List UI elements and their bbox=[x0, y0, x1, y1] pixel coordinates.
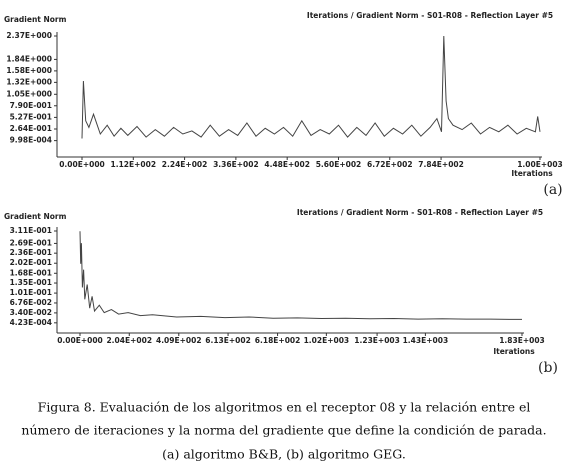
x-tick-label: 0.00E+000 bbox=[57, 336, 103, 345]
x-tick-label: 1.43E+003 bbox=[403, 336, 449, 345]
x-tick-label: 3.36E+002 bbox=[213, 160, 259, 169]
y-tick-label: 4.23E-004 bbox=[10, 318, 52, 327]
y-tick-label: 2.02E-001 bbox=[10, 258, 52, 267]
y-tick-label: 1.05E+000 bbox=[6, 89, 52, 98]
x-tick-label: 6.13E+002 bbox=[205, 336, 251, 345]
caption-line: número de iteraciones y la norma del gra… bbox=[21, 423, 546, 438]
x-tick-label: 0.00E+000 bbox=[59, 160, 105, 169]
x-tick-label: 6.72E+002 bbox=[367, 160, 413, 169]
x-tick-label: 2.24E+002 bbox=[162, 160, 208, 169]
x-tick-label: 1.83E+003 bbox=[499, 336, 545, 345]
y-tick-label: 3.11E-001 bbox=[10, 226, 52, 235]
y-tick-label: 2.37E+000 bbox=[6, 31, 52, 40]
caption-line: (a) algoritmo B&B, (b) algoritmo GEG. bbox=[162, 447, 406, 462]
x-tick-label: 2.04E+002 bbox=[106, 336, 152, 345]
y-tick-label: 1.01E-001 bbox=[10, 288, 52, 297]
data-line bbox=[79, 231, 522, 320]
x-axis-label: Iterations bbox=[493, 347, 535, 356]
x-tick-label: 1.12E+002 bbox=[111, 160, 157, 169]
y-tick-label: 1.35E-001 bbox=[10, 278, 52, 287]
x-tick-label: 6.18E+002 bbox=[255, 336, 301, 345]
chart-title: Iterations / Gradient Norm - S01-R08 - R… bbox=[307, 11, 553, 20]
y-axis-label: Gradient Norm bbox=[4, 212, 67, 221]
y-tick-label: 1.84E+000 bbox=[6, 54, 52, 63]
caption-line: Figura 8. Evaluación de los algoritmos e… bbox=[38, 400, 531, 415]
x-tick-label: 4.09E+002 bbox=[156, 336, 202, 345]
y-tick-label: 9.98E-004 bbox=[10, 136, 52, 145]
x-tick-label: 7.84E+002 bbox=[418, 160, 464, 169]
y-tick-label: 7.90E-001 bbox=[10, 101, 52, 110]
y-tick-label: 5.27E-001 bbox=[10, 112, 52, 121]
y-tick-label: 1.68E-001 bbox=[10, 268, 52, 277]
x-tick-label: 1.23E+003 bbox=[354, 336, 400, 345]
x-tick-label: 4.48E+002 bbox=[264, 160, 310, 169]
y-tick-label: 2.64E-001 bbox=[10, 124, 52, 133]
y-tick-label: 6.76E-002 bbox=[10, 298, 52, 307]
data-line bbox=[81, 35, 541, 139]
panel-label: (a) bbox=[543, 182, 562, 198]
y-tick-label: 2.36E-001 bbox=[10, 248, 52, 257]
y-tick-label: 1.32E+000 bbox=[6, 77, 52, 86]
chart-title: Iterations / Gradient Norm - S01-R08 - R… bbox=[297, 208, 543, 217]
x-tick-label: 1.02E+003 bbox=[304, 336, 350, 345]
x-axis-label: Iterations bbox=[511, 169, 553, 178]
y-tick-label: 3.40E-002 bbox=[10, 308, 52, 317]
y-axis-label: Gradient Norm bbox=[4, 15, 67, 24]
y-tick-label: 2.69E-001 bbox=[10, 238, 52, 247]
y-tick-label: 1.58E+000 bbox=[6, 66, 52, 75]
panel-label: (b) bbox=[538, 360, 558, 376]
x-tick-label: 1.00E+003 bbox=[517, 160, 563, 169]
x-tick-label: 5.60E+002 bbox=[316, 160, 362, 169]
